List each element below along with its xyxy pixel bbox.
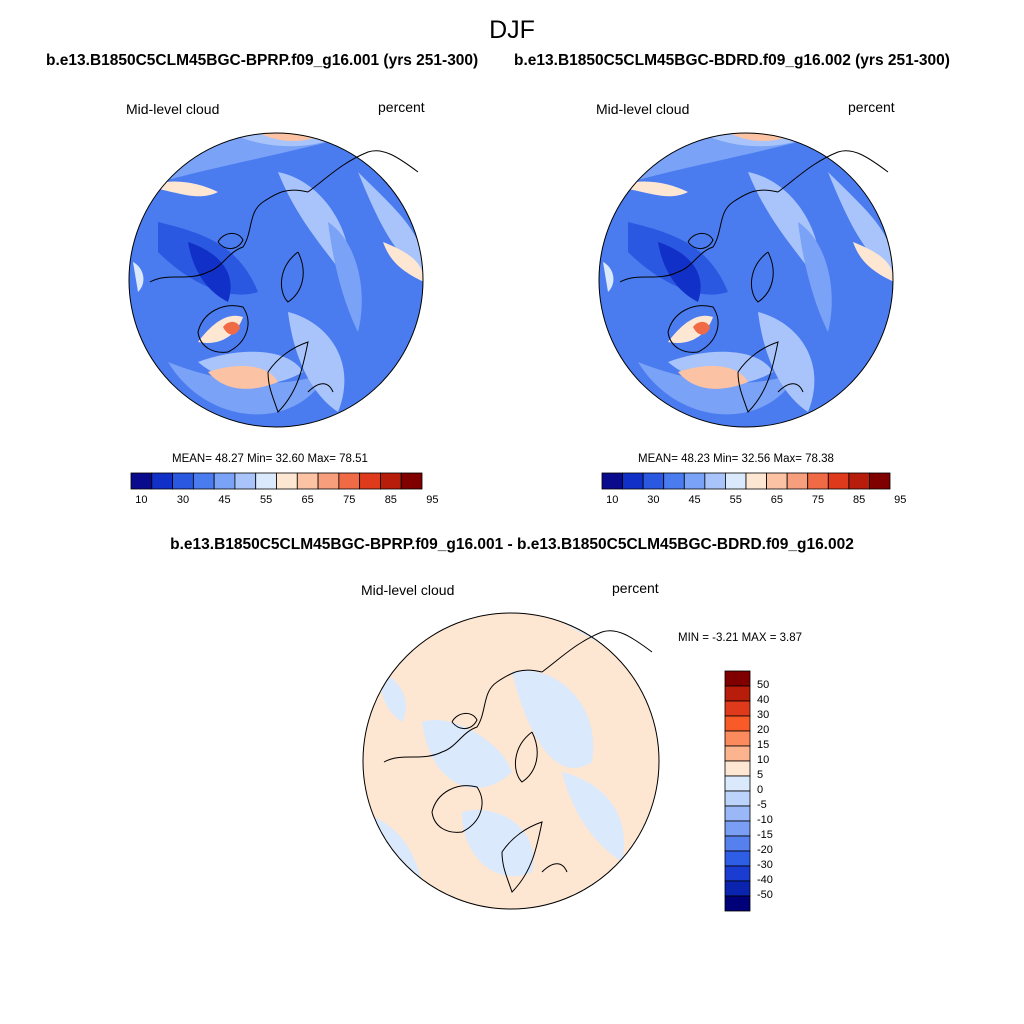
- colorbar-swatch: [683, 472, 706, 490]
- colorbar-level-label: 40: [757, 694, 770, 706]
- colorbar-swatch: [724, 895, 751, 912]
- panel-2-stats: MEAN= 48.23 Min= 32.56 Max= 78.38: [638, 453, 834, 465]
- colorbar-level-label: -10: [757, 814, 773, 826]
- colorbar-swatch: [192, 472, 215, 490]
- colorbar-tick-label: 75: [811, 494, 825, 506]
- panel-1-stats: MEAN= 48.27 Min= 32.60 Max= 78.51: [172, 453, 368, 465]
- colorbar-swatch: [724, 835, 751, 852]
- difference-title: b.e13.B1850C5CLM45BGC-BPRP.f09_g16.001 -…: [170, 536, 854, 553]
- colorbar-swatch: [359, 472, 381, 490]
- colorbar-swatch: [724, 775, 751, 792]
- colorbar-swatch: [724, 820, 751, 837]
- colorbar-swatch: [724, 880, 751, 897]
- colorbar-swatch: [276, 472, 298, 490]
- colorbar-swatch: [317, 472, 340, 490]
- colorbar-swatch: [213, 472, 236, 490]
- colorbar-swatch: [848, 472, 870, 490]
- colorbar-level-label: -5: [757, 799, 767, 811]
- colorbar-tick-label: 10: [135, 494, 148, 506]
- colorbar-tick-label: 10: [606, 494, 619, 506]
- colorbar-swatch: [724, 850, 751, 867]
- colorbar-tick-label: 65: [770, 494, 783, 506]
- colorbar-tick-label: 95: [894, 494, 907, 506]
- colorbar-swatch: [724, 790, 751, 807]
- colorbar-swatch: [724, 700, 751, 717]
- colorbar-tick-label: 75: [343, 494, 356, 506]
- colorbar-swatch: [724, 805, 751, 822]
- colorbar-swatch: [724, 730, 751, 747]
- panel-2-polar-map: [598, 132, 894, 428]
- colorbar-swatch: [642, 472, 665, 490]
- colorbar-swatch: [151, 472, 173, 490]
- colorbar-level-label: 5: [757, 769, 764, 781]
- colorbar-level-label: 0: [757, 784, 764, 796]
- colorbar-swatch: [807, 472, 829, 490]
- colorbar-swatch: [255, 472, 277, 490]
- difference-units-label: percent: [612, 580, 659, 596]
- panel-2-title: b.e13.B1850C5CLM45BGC-BDRD.f09_g16.002 (…: [514, 52, 950, 69]
- colorbar-level-label: 10: [757, 754, 770, 766]
- colorbar-level-label: -20: [757, 844, 773, 856]
- colorbar-swatch: [766, 472, 788, 490]
- colorbar-swatch: [724, 715, 751, 732]
- colorbar-swatch: [869, 472, 891, 490]
- colorbar-tick-label: 55: [259, 494, 273, 506]
- colorbar-swatch: [296, 472, 319, 490]
- panel-1-polar-map: [128, 132, 424, 428]
- colorbar-tick-label: 30: [176, 494, 190, 506]
- colorbar-level-label: 50: [757, 679, 770, 691]
- colorbar-swatch: [380, 472, 402, 490]
- colorbar-swatch: [724, 685, 751, 702]
- panel-1-variable-label: Mid-level cloud: [126, 101, 220, 117]
- colorbar-swatch: [827, 472, 850, 490]
- colorbar-level-label: 15: [757, 739, 770, 751]
- colorbar-swatch: [724, 745, 751, 762]
- panel-2-variable-label: Mid-level cloud: [596, 101, 690, 117]
- colorbar-tick-label: 65: [301, 494, 314, 506]
- colorbar-tick-label: 85: [384, 494, 397, 506]
- colorbar-swatch: [622, 472, 644, 490]
- colorbar-swatch: [338, 472, 361, 490]
- difference-polar-map: [362, 612, 660, 910]
- panel-2-colorbar: [601, 472, 891, 490]
- difference-colorbar: [724, 670, 751, 912]
- difference-variable-label: Mid-level cloud: [361, 582, 455, 598]
- colorbar-level-label: -15: [757, 829, 773, 841]
- colorbar-level-label: -30: [757, 859, 773, 871]
- colorbar-swatch: [704, 472, 726, 490]
- colorbar-tick-label: 45: [218, 494, 231, 506]
- colorbar-level-label: -50: [757, 889, 773, 901]
- colorbar-swatch: [400, 472, 423, 490]
- colorbar-tick-label: 95: [426, 494, 439, 506]
- figure-title: DJF: [489, 16, 535, 44]
- colorbar-swatch: [745, 472, 767, 490]
- colorbar-swatch: [786, 472, 809, 490]
- colorbar-swatch: [234, 472, 257, 490]
- panel-1-title: b.e13.B1850C5CLM45BGC-BPRP.f09_g16.001 (…: [46, 52, 479, 69]
- colorbar-tick-label: 85: [853, 494, 866, 506]
- colorbar-tick-label: 30: [647, 494, 660, 506]
- panel-1-units-label: percent: [378, 99, 425, 115]
- colorbar-swatch: [725, 472, 747, 490]
- colorbar-level-label: -40: [757, 874, 773, 886]
- colorbar-swatch: [601, 472, 623, 490]
- colorbar-level-label: 30: [757, 709, 770, 721]
- colorbar-swatch: [172, 472, 194, 490]
- panel-2-units-label: percent: [848, 99, 895, 115]
- panel-1-colorbar: [130, 472, 423, 490]
- difference-stats: MIN = -3.21 MAX = 3.87: [678, 632, 803, 644]
- colorbar-swatch: [724, 670, 751, 687]
- colorbar-level-label: 20: [757, 724, 770, 736]
- colorbar-swatch: [130, 472, 153, 490]
- colorbar-swatch: [724, 760, 751, 777]
- colorbar-swatch: [663, 472, 685, 490]
- colorbar-tick-label: 55: [729, 494, 742, 506]
- colorbar-tick-label: 45: [688, 494, 701, 506]
- colorbar-swatch: [724, 865, 751, 882]
